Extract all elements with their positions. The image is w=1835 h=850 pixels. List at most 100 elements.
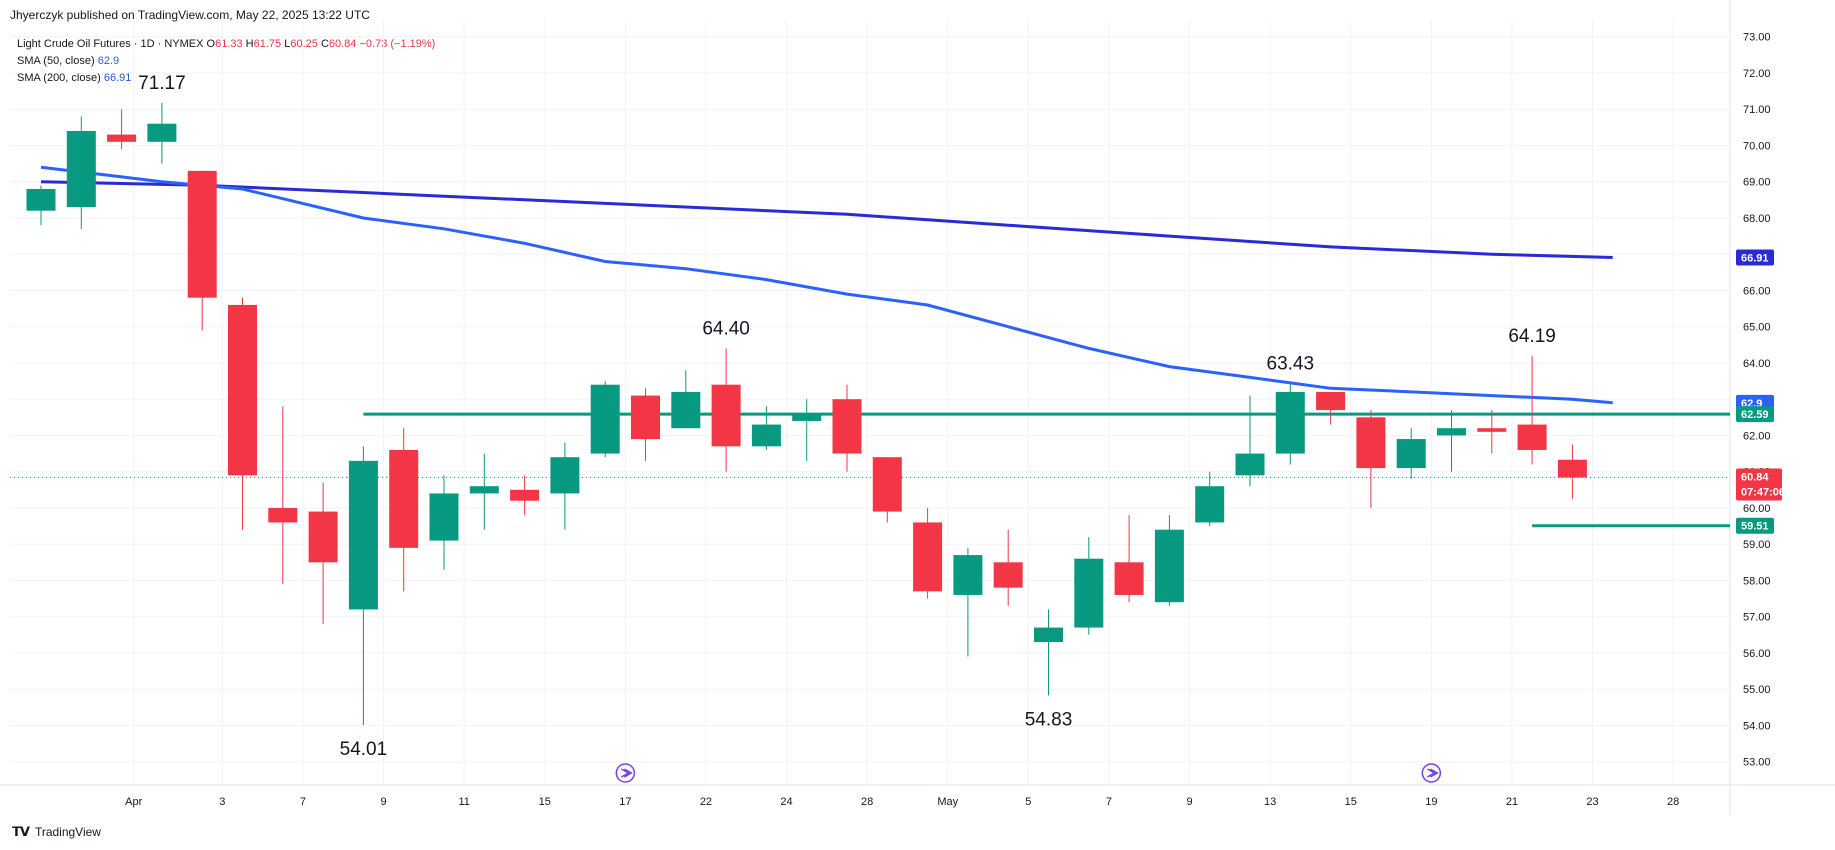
candle-body-down[interactable] <box>389 449 419 548</box>
time-axis-tick-label: 23 <box>1586 796 1598 808</box>
candle-body-down[interactable] <box>1114 562 1144 595</box>
time-axis-tick-label: 7 <box>300 796 306 808</box>
candle-body-down[interactable] <box>913 522 943 592</box>
candle-body-down[interactable] <box>510 489 540 501</box>
price-axis-tick-label: 69.00 <box>1743 177 1771 189</box>
time-axis-tick-label: 9 <box>1186 796 1192 808</box>
candle-body-down[interactable] <box>993 562 1023 588</box>
candle-body-down[interactable] <box>228 304 257 476</box>
sma200-line[interactable] <box>40 180 1613 259</box>
candle-body-down[interactable] <box>107 134 137 142</box>
candle-body-up[interactable] <box>1074 558 1104 628</box>
price-tag-countdown: 07:47:06 <box>1741 487 1785 499</box>
publisher-header: Jhyerczyk published on TradingView.com, … <box>10 8 370 22</box>
time-axis-tick-label: 22 <box>700 796 712 808</box>
price-axis-tick-label: 65.00 <box>1743 322 1771 334</box>
price-annotation: 63.43 <box>1267 354 1315 375</box>
legend-close-value: 60.84 <box>328 38 357 50</box>
candle-body-up[interactable] <box>66 130 96 208</box>
footer-brand[interactable]: 𝗧𝗩 TradingView <box>12 824 101 840</box>
event-marker-icon[interactable] <box>615 763 636 783</box>
legend-sma50-value: 62.9 <box>97 55 120 67</box>
price-axis-tick-label: 55.00 <box>1743 684 1771 696</box>
price-axis-tick-label: 73.00 <box>1743 32 1771 44</box>
candle-body-up[interactable] <box>1235 453 1265 476</box>
candle-body-down[interactable] <box>1316 391 1346 411</box>
chart-legend: Light Crude Oil Futures · 1D · NYMEX O 61… <box>17 36 435 87</box>
price-annotation: 54.83 <box>1025 709 1073 730</box>
price-annotation: 71.17 <box>138 73 186 94</box>
candle-body-up[interactable] <box>1396 439 1426 469</box>
price-tag[interactable] <box>1736 517 1774 534</box>
price-axis-tick-label: 70.00 <box>1743 140 1771 152</box>
time-axis-tick-label: 3 <box>219 796 225 808</box>
candle-body-up[interactable] <box>953 555 983 595</box>
candle-body-up[interactable] <box>1195 486 1225 523</box>
candle-body-down[interactable] <box>268 507 298 523</box>
price-tag[interactable] <box>1736 468 1782 501</box>
candle-body-down[interactable] <box>711 384 741 447</box>
price-tag-label: 60.84 <box>1741 472 1769 484</box>
time-axis-tick-label: 17 <box>619 796 631 808</box>
price-axis-tick-label: 58.00 <box>1743 575 1771 587</box>
candle-body-up[interactable] <box>1034 627 1063 643</box>
price-axis-tick-label: 53.00 <box>1743 757 1771 769</box>
time-axis-tick-label: 13 <box>1264 796 1276 808</box>
price-tag-label: 59.51 <box>1741 521 1769 533</box>
candle-body-up[interactable] <box>429 493 459 541</box>
candle-body-up[interactable] <box>1437 428 1466 436</box>
price-tag[interactable] <box>1736 406 1774 423</box>
candle-body-down[interactable] <box>1477 428 1507 432</box>
time-axis-tick-label: 11 <box>458 796 469 808</box>
legend-sma50-row[interactable]: SMA (50, close) 62.9 <box>17 53 435 70</box>
candle-body-down[interactable] <box>1557 459 1587 478</box>
legend-sma200-value: 66.91 <box>103 72 132 84</box>
price-tag[interactable] <box>1736 249 1774 266</box>
candle-body-up[interactable] <box>550 457 580 494</box>
price-axis-tick-label: 57.00 <box>1743 612 1771 624</box>
candle-body-up[interactable] <box>590 384 620 454</box>
price-annotation: 64.40 <box>702 318 750 339</box>
time-axis-tick-label: Apr <box>125 796 142 808</box>
candle-body-down[interactable] <box>1517 424 1547 450</box>
candle-body-down[interactable] <box>631 395 660 440</box>
price-axis-tick-label: 59.00 <box>1743 539 1771 551</box>
time-axis-tick-label: 28 <box>1667 796 1679 808</box>
price-axis-tick-label: 64.00 <box>1743 358 1771 370</box>
candle-body-up[interactable] <box>671 391 701 429</box>
footer-brand-text: TradingView <box>34 825 101 839</box>
legend-high-label: H <box>245 38 254 50</box>
legend-ohlc-row: Light Crude Oil Futures · 1D · NYMEX O 61… <box>17 36 435 53</box>
candle-body-down[interactable] <box>832 399 862 454</box>
time-axis-tick-label: 7 <box>1106 796 1112 808</box>
candle-body-down[interactable] <box>308 511 338 563</box>
legend-close-label: C <box>320 38 329 50</box>
candle-body-up[interactable] <box>751 424 781 447</box>
time-axis-tick-label: 24 <box>780 796 792 808</box>
sma50-line[interactable] <box>40 165 1613 405</box>
legend-low-value: 60.25 <box>290 38 318 50</box>
candle-body-up[interactable] <box>1154 529 1184 603</box>
price-axis-tick-label: 71.00 <box>1743 104 1771 116</box>
candle-body-down[interactable] <box>1356 417 1386 469</box>
price-axis-tick-label: 72.00 <box>1743 68 1771 80</box>
legend-symbol[interactable]: Light Crude Oil Futures · 1D · NYMEX <box>17 38 204 50</box>
candle-body-up[interactable] <box>147 123 177 142</box>
price-axis-tick-label: 60.00 <box>1743 503 1771 515</box>
price-tag-label: 62.59 <box>1741 409 1769 421</box>
legend-sma200-row[interactable]: SMA (200, close) 66.91 <box>17 70 435 87</box>
legend-sma50-label: SMA (50, close) <box>17 55 95 67</box>
candle-body-up[interactable] <box>469 486 499 494</box>
candle-body-up[interactable] <box>792 413 822 421</box>
candle-body-down[interactable] <box>187 170 217 298</box>
time-axis-tick-label: May <box>937 796 958 808</box>
price-axis-tick-label: 66.00 <box>1743 285 1771 297</box>
time-axis-tick-label: 9 <box>380 796 386 808</box>
time-axis-tick-label: 28 <box>861 796 873 808</box>
candle-body-down[interactable] <box>872 457 902 512</box>
event-marker-icon[interactable] <box>1421 763 1442 783</box>
candle-body-up[interactable] <box>1275 391 1305 454</box>
candle-body-up[interactable] <box>26 188 56 211</box>
candle-body-up[interactable] <box>348 460 378 610</box>
